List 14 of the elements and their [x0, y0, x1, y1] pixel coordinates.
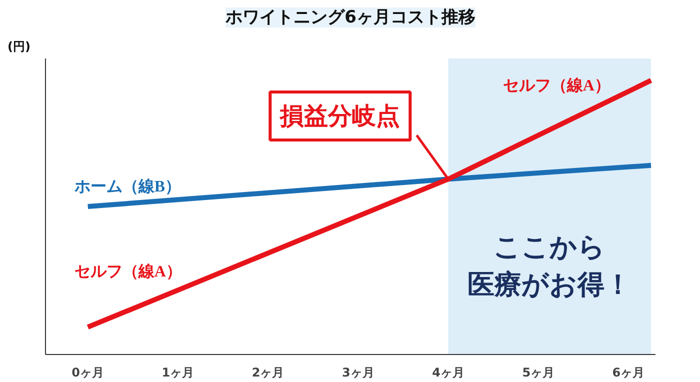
x-tick-label: 6ヶ月 [612, 366, 645, 380]
x-tick-label: 3ヶ月 [342, 366, 374, 380]
text: セルフ（線A） [74, 264, 182, 280]
chart-title: ホワイトニング6ヶ月コスト推移 [224, 8, 476, 28]
band-label: ここから医療がお得！ [468, 232, 632, 300]
y-axis-title: (円) [8, 40, 30, 54]
x-tick-label: 5ヶ月 [522, 366, 555, 380]
series-label: セルフ（線A） [502, 76, 610, 94]
annotation: 損益分岐点 [279, 102, 400, 130]
x-tick-label: 2ヶ月 [252, 366, 284, 380]
x-tick-label: 0ヶ月 [72, 366, 104, 380]
x-tick-label: 1ヶ月 [162, 366, 194, 380]
series-label: ホーム（線B） [73, 178, 182, 196]
x-tick-label: 4ヶ月 [432, 366, 464, 380]
